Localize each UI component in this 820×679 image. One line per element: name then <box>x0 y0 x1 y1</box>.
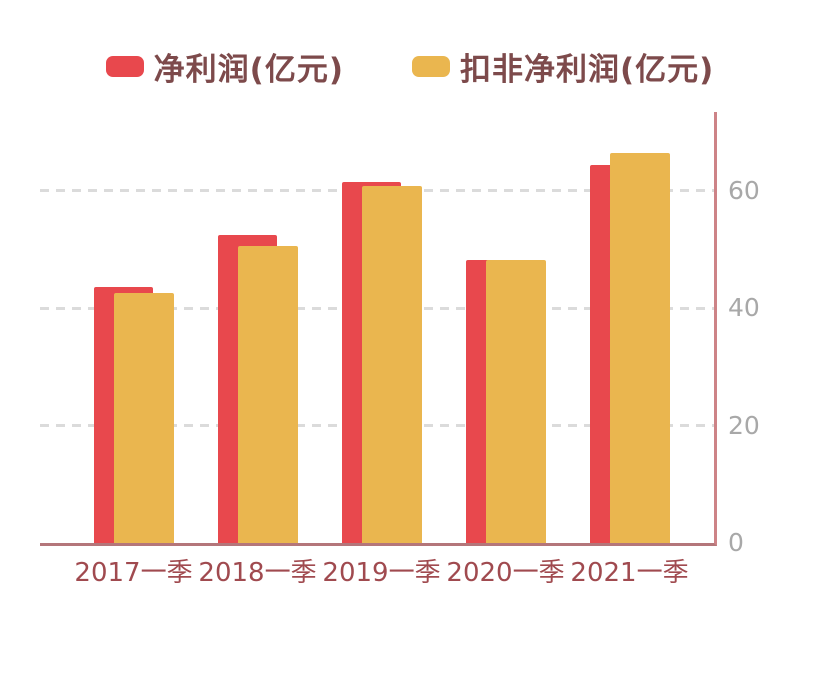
bar-series2-2021一季 <box>610 152 670 543</box>
y-tick-label-40: 40 <box>728 293 760 323</box>
x-axis-label-2020一季: 2020一季 <box>446 558 565 588</box>
plot-area <box>40 112 717 546</box>
bar-series2-2018一季 <box>238 246 298 543</box>
y-tick-label-0: 0 <box>728 528 744 557</box>
net-profit-swatch-icon <box>105 56 144 77</box>
legend: 净利润(亿元) 扣非净利润(亿元) <box>0 44 820 89</box>
bar-series2-2017一季 <box>114 293 174 543</box>
bar-series2-2019一季 <box>362 186 422 543</box>
legend-item-net-profit: 净利润(亿元) <box>105 44 344 89</box>
legend-label-deducted-net-profit: 扣非净利润(亿元) <box>460 52 715 88</box>
y-tick-label-20: 20 <box>728 410 760 440</box>
x-axis-label-2019一季: 2019一季 <box>322 558 441 588</box>
y-tick-label-60: 60 <box>728 175 760 205</box>
legend-item-deducted-net-profit: 扣非净利润(亿元) <box>412 44 714 89</box>
legend-label-net-profit: 净利润(亿元) <box>153 52 344 88</box>
bar-series2-2020一季 <box>486 259 546 543</box>
x-axis-label-2017一季: 2017一季 <box>74 558 193 588</box>
x-axis-label-2021一季: 2021一季 <box>570 558 689 588</box>
x-axis-label-2018一季: 2018一季 <box>198 558 317 588</box>
deducted-net-profit-swatch-icon <box>412 56 450 77</box>
